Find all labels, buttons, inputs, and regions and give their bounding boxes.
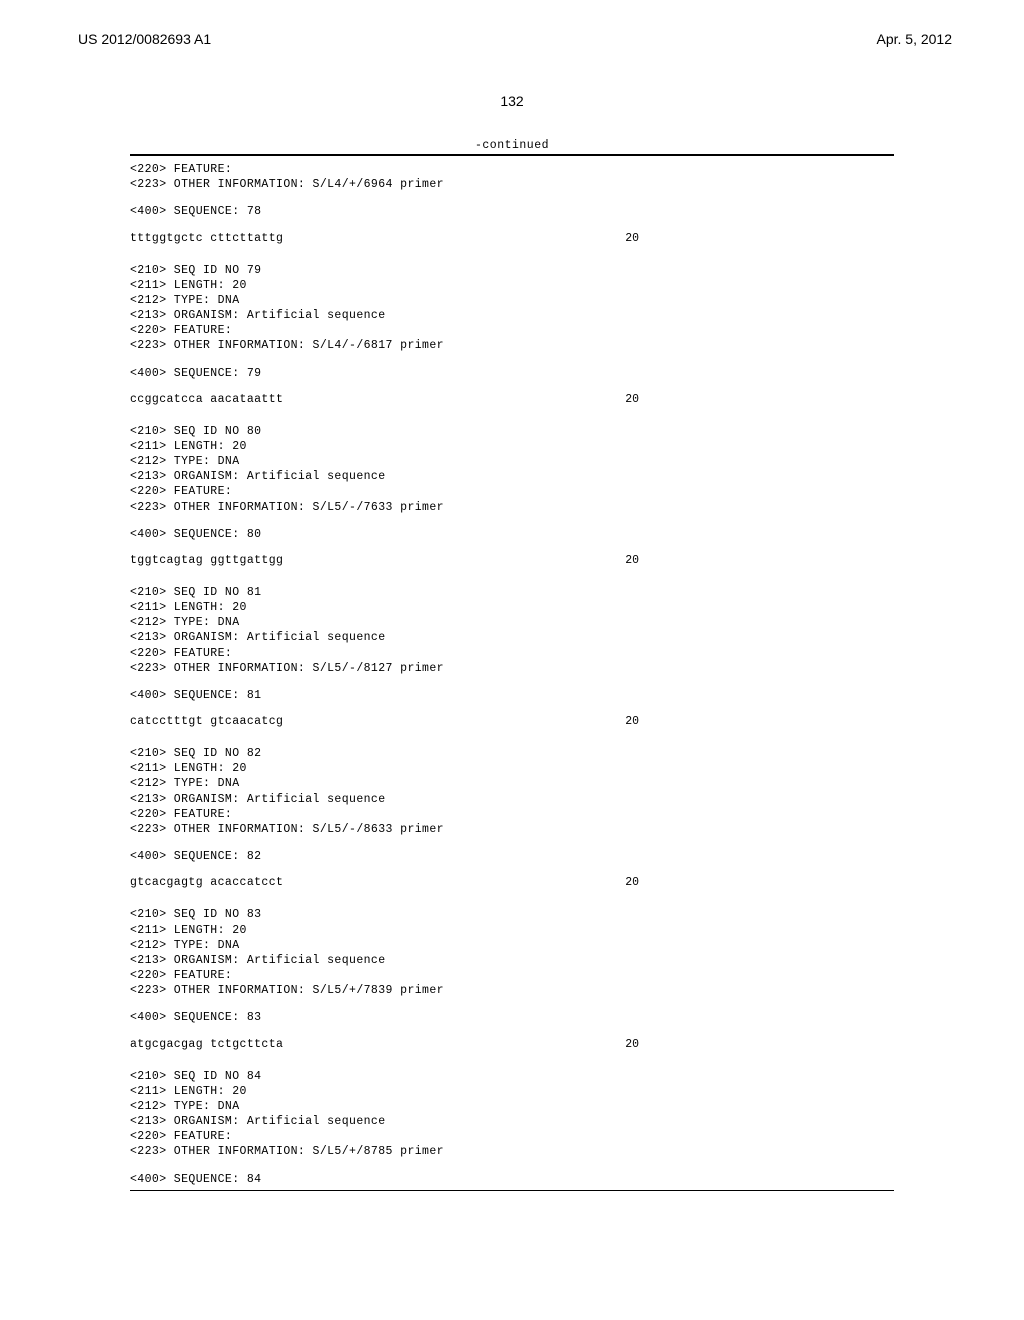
sequence-text: tttggtgctc cttcttattg <box>130 232 283 245</box>
length-line: <211> LENGTH: 20 <box>130 439 894 454</box>
feature-line: <220> FEATURE: <box>130 323 894 338</box>
organism-line: <213> ORGANISM: Artificial sequence <box>130 953 894 968</box>
organism-line: <213> ORGANISM: Artificial sequence <box>130 630 894 645</box>
last-sequence-block: <210> SEQ ID NO 84 <211> LENGTH: 20 <212… <box>130 1069 894 1187</box>
other-info-line: <223> OTHER INFORMATION: S/L5/-/8633 pri… <box>130 822 894 837</box>
feature-line: <220> FEATURE: <box>130 1129 894 1144</box>
organism-line: <213> ORGANISM: Artificial sequence <box>130 308 894 323</box>
organism-line: <213> ORGANISM: Artificial sequence <box>130 469 894 484</box>
sequence-entry: <210> SEQ ID NO 82<211> LENGTH: 20<212> … <box>130 746 894 889</box>
length-line: <211> LENGTH: 20 <box>130 923 894 938</box>
feature-line: <220> FEATURE: <box>130 484 894 499</box>
sequence-length: 20 <box>625 393 894 406</box>
organism-line: <213> ORGANISM: Artificial sequence <box>130 1114 894 1129</box>
sequence-row: catcctttgt gtcaacatcg 20 <box>130 715 894 728</box>
type-line: <212> TYPE: DNA <box>130 1099 894 1114</box>
first-sequence-block: <220> FEATURE: <223> OTHER INFORMATION: … <box>130 162 894 245</box>
sequence-label: <400> SEQUENCE: 78 <box>130 204 894 219</box>
sequence-row: ccggcatcca aacataattt 20 <box>130 393 894 406</box>
feature-line: <220> FEATURE: <box>130 807 894 822</box>
sequence-length: 20 <box>625 876 894 889</box>
other-info-line: <223> OTHER INFORMATION: S/L5/+/8785 pri… <box>130 1144 894 1159</box>
sequence-entry: <210> SEQ ID NO 81<211> LENGTH: 20<212> … <box>130 585 894 728</box>
sequence-row: gtcacgagtg acaccatcct 20 <box>130 876 894 889</box>
other-info-line: <223> OTHER INFORMATION: S/L5/+/7839 pri… <box>130 983 894 998</box>
sequence-row: atgcgacgag tctgcttcta 20 <box>130 1038 894 1051</box>
sequence-label: <400> SEQUENCE: 82 <box>130 849 894 864</box>
other-info-line: <223> OTHER INFORMATION: S/L5/-/7633 pri… <box>130 500 894 515</box>
length-line: <211> LENGTH: 20 <box>130 761 894 776</box>
horizontal-rule-top <box>130 154 894 156</box>
type-line: <212> TYPE: DNA <box>130 293 894 308</box>
sequence-text: tggtcagtag ggttgattgg <box>130 554 283 567</box>
publication-date: Apr. 5, 2012 <box>876 31 952 47</box>
sequence-entries: <210> SEQ ID NO 79<211> LENGTH: 20<212> … <box>130 263 894 1051</box>
type-line: <212> TYPE: DNA <box>130 454 894 469</box>
sequence-length: 20 <box>625 1038 894 1051</box>
length-line: <211> LENGTH: 20 <box>130 1084 894 1099</box>
seq-id-line: <210> SEQ ID NO 81 <box>130 585 894 600</box>
sequence-text: atgcgacgag tctgcttcta <box>130 1038 283 1051</box>
sequence-text: gtcacgagtg acaccatcct <box>130 876 283 889</box>
seq-id-line: <210> SEQ ID NO 80 <box>130 424 894 439</box>
sequence-label: <400> SEQUENCE: 80 <box>130 527 894 542</box>
sequence-row: tttggtgctc cttcttattg 20 <box>130 232 894 245</box>
seq-id-line: <210> SEQ ID NO 84 <box>130 1069 894 1084</box>
sequence-entry: <210> SEQ ID NO 79<211> LENGTH: 20<212> … <box>130 263 894 406</box>
page-header: US 2012/0082693 A1 Apr. 5, 2012 <box>0 0 1024 75</box>
sequence-entry: <210> SEQ ID NO 83<211> LENGTH: 20<212> … <box>130 907 894 1050</box>
seq-id-line: <210> SEQ ID NO 83 <box>130 907 894 922</box>
other-info-line: <223> OTHER INFORMATION: S/L4/-/6817 pri… <box>130 338 894 353</box>
type-line: <212> TYPE: DNA <box>130 938 894 953</box>
sequence-text: catcctttgt gtcaacatcg <box>130 715 283 728</box>
sequence-row: tggtcagtag ggttgattgg 20 <box>130 554 894 567</box>
other-info-line: <223> OTHER INFORMATION: S/L5/-/8127 pri… <box>130 661 894 676</box>
other-info-line: <223> OTHER INFORMATION: S/L4/+/6964 pri… <box>130 177 894 192</box>
seq-id-line: <210> SEQ ID NO 79 <box>130 263 894 278</box>
continued-label: -continued <box>130 139 894 152</box>
type-line: <212> TYPE: DNA <box>130 615 894 630</box>
content-area: -continued <220> FEATURE: <223> OTHER IN… <box>0 109 1024 1191</box>
sequence-length: 20 <box>625 715 894 728</box>
feature-line: <220> FEATURE: <box>130 646 894 661</box>
sequence-label: <400> SEQUENCE: 83 <box>130 1010 894 1025</box>
sequence-label: <400> SEQUENCE: 79 <box>130 366 894 381</box>
organism-line: <213> ORGANISM: Artificial sequence <box>130 792 894 807</box>
horizontal-rule-bottom <box>130 1190 894 1191</box>
page-number: 132 <box>0 93 1024 109</box>
length-line: <211> LENGTH: 20 <box>130 278 894 293</box>
sequence-entry: <210> SEQ ID NO 80<211> LENGTH: 20<212> … <box>130 424 894 567</box>
feature-line: <220> FEATURE: <box>130 968 894 983</box>
type-line: <212> TYPE: DNA <box>130 776 894 791</box>
sequence-length: 20 <box>625 232 894 245</box>
seq-id-line: <210> SEQ ID NO 82 <box>130 746 894 761</box>
publication-number: US 2012/0082693 A1 <box>78 31 211 47</box>
sequence-text: ccggcatcca aacataattt <box>130 393 283 406</box>
sequence-length: 20 <box>625 554 894 567</box>
sequence-label: <400> SEQUENCE: 81 <box>130 688 894 703</box>
feature-line: <220> FEATURE: <box>130 162 894 177</box>
sequence-label: <400> SEQUENCE: 84 <box>130 1172 894 1187</box>
length-line: <211> LENGTH: 20 <box>130 600 894 615</box>
